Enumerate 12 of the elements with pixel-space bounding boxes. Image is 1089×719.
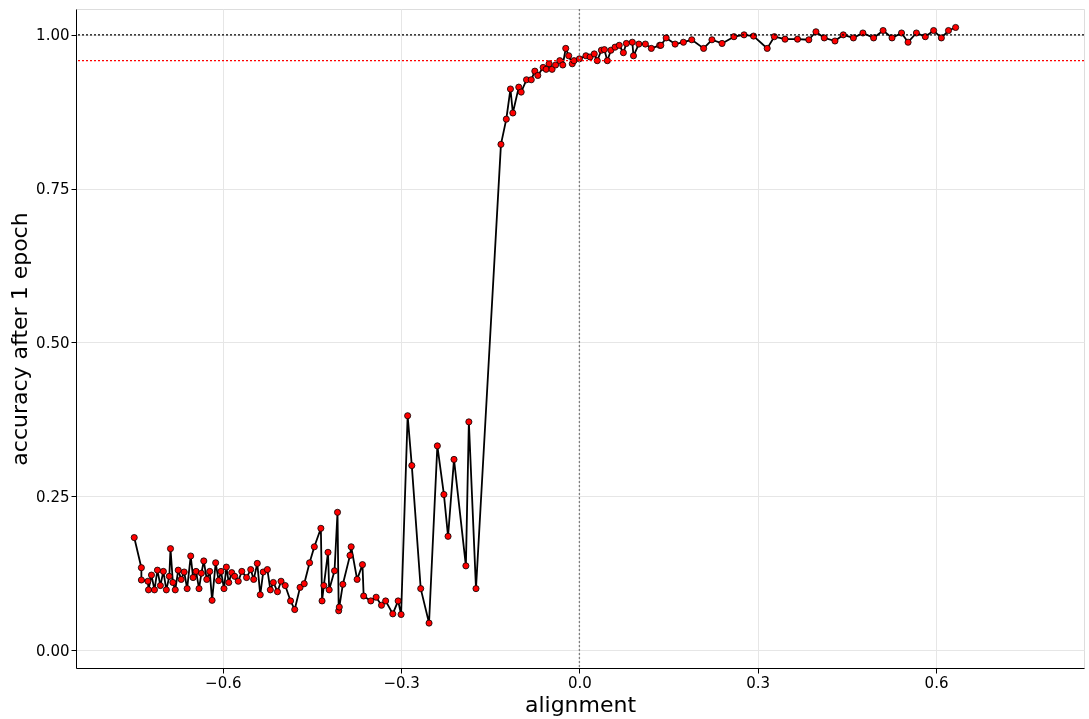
y-tick-label: 1.00 (36, 26, 70, 45)
x-tick-label: 0.0 (567, 673, 592, 692)
y-axis-title: accuracy after 1 epoch (7, 212, 33, 466)
y-tick-label: 0.25 (36, 487, 70, 506)
x-axis-title: alignment (524, 691, 637, 717)
x-tick-label: 0.6 (924, 673, 949, 692)
y-tick-label: 0.00 (36, 641, 70, 660)
x-tick-label: 0.3 (746, 673, 771, 692)
y-tick-label: 0.50 (36, 334, 70, 352)
x-tick-label: −0.3 (383, 673, 420, 692)
x-tick-label: −0.6 (205, 673, 242, 692)
y-tick-label: 0.75 (36, 180, 70, 199)
